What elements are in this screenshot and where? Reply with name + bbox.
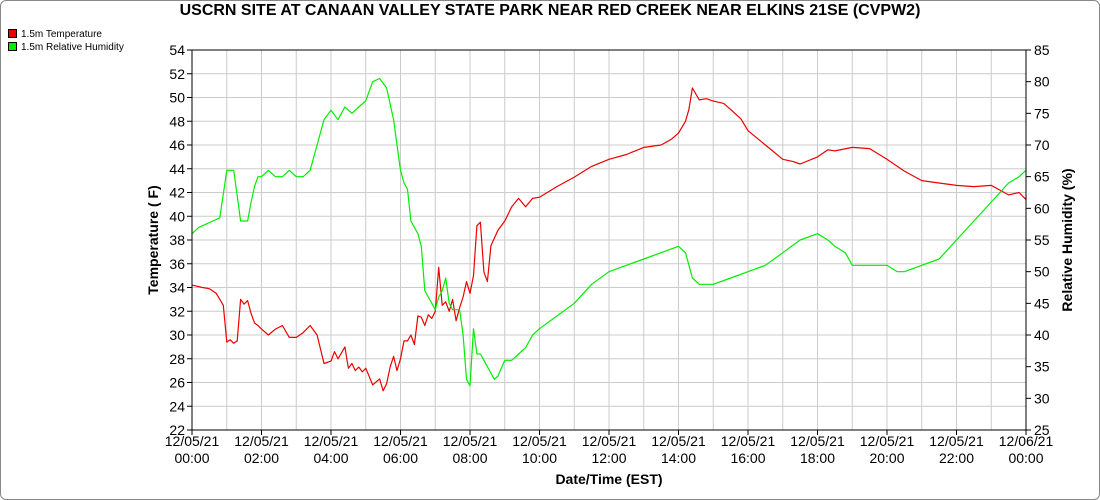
legend-swatch-humidity bbox=[8, 41, 17, 51]
x-tick-label-date: 12/05/21 bbox=[234, 433, 289, 449]
y-right-tick-label: 65 bbox=[1034, 169, 1050, 185]
y-left-tick-label: 36 bbox=[169, 256, 185, 272]
x-tick-label-date: 12/05/21 bbox=[860, 433, 915, 449]
y-right-tick-label: 45 bbox=[1034, 295, 1050, 311]
x-tick-label-date: 12/05/21 bbox=[651, 433, 706, 449]
y-right-tick-label: 35 bbox=[1034, 359, 1050, 375]
y-right-tick-label: 40 bbox=[1034, 327, 1050, 343]
x-axis-title: Date/Time (EST) bbox=[555, 471, 662, 487]
x-tick-label-time: 10:00 bbox=[522, 450, 557, 466]
y-left-tick-label: 26 bbox=[169, 375, 185, 391]
y-left-tick-label: 24 bbox=[169, 398, 185, 414]
y-right-tick-label: 70 bbox=[1034, 137, 1050, 153]
x-tick-label-time: 14:00 bbox=[661, 450, 696, 466]
x-tick-label-time: 06:00 bbox=[383, 450, 418, 466]
x-tick-label-date: 12/05/21 bbox=[443, 433, 498, 449]
x-tick-label-date: 12/05/21 bbox=[304, 433, 359, 449]
x-tick-label-time: 08:00 bbox=[452, 450, 487, 466]
x-tick-label-time: 12:00 bbox=[591, 450, 626, 466]
y-right-tick-label: 85 bbox=[1034, 42, 1050, 58]
y-left-tick-label: 50 bbox=[169, 90, 185, 106]
x-tick-label-date: 12/05/21 bbox=[512, 433, 567, 449]
y-left-tick-label: 54 bbox=[169, 42, 185, 58]
x-tick-label-date: 12/05/21 bbox=[790, 433, 845, 449]
y-left-tick-label: 22 bbox=[169, 422, 185, 438]
y-left-tick-label: 34 bbox=[169, 280, 185, 296]
legend-item-temperature: 1.5m Temperature bbox=[8, 28, 102, 41]
y-left-tick-label: 30 bbox=[169, 327, 185, 343]
x-tick-label-date: 12/05/21 bbox=[373, 433, 428, 449]
y-right-tick-label: 80 bbox=[1034, 74, 1050, 90]
y-left-tick-label: 44 bbox=[169, 161, 185, 177]
legend-swatch-temperature bbox=[8, 28, 17, 38]
x-tick-label-date: 12/05/21 bbox=[721, 433, 776, 449]
y-left-tick-label: 38 bbox=[169, 232, 185, 248]
y-right-tick-label: 50 bbox=[1034, 264, 1050, 280]
x-tick-label-time: 22:00 bbox=[939, 450, 974, 466]
legend-label-humidity: 1.5m Relative Humidity bbox=[21, 42, 124, 53]
humidity-series-line bbox=[191, 77, 1027, 387]
legend-label-temperature: 1.5m Temperature bbox=[21, 29, 102, 40]
x-tick-label-time: 02:00 bbox=[244, 450, 279, 466]
chart-title: USCRN SITE AT CANAAN VALLEY STATE PARK N… bbox=[179, 2, 921, 19]
series-lines bbox=[191, 77, 1027, 392]
y-right-tick-label: 30 bbox=[1034, 390, 1050, 406]
y-left-tick-label: 42 bbox=[169, 185, 185, 201]
x-tick-label-date: 12/06/21 bbox=[999, 433, 1054, 449]
right-axis: 25 30 35 40 45 50 55 60 65 70 75 80 85 bbox=[1026, 42, 1050, 438]
y-right-tick-label: 60 bbox=[1034, 200, 1050, 216]
legend-item-humidity: 1.5m Relative Humidity bbox=[8, 41, 124, 54]
x-tick-label-time: 00:00 bbox=[174, 450, 209, 466]
x-tick-label-time: 16:00 bbox=[730, 450, 765, 466]
y-axis-right-title: Relative Humidity (%) bbox=[1059, 168, 1075, 311]
y-right-tick-label: 25 bbox=[1034, 422, 1050, 438]
x-tick-label-time: 20:00 bbox=[869, 450, 904, 466]
x-tick-label-time: 04:00 bbox=[313, 450, 348, 466]
y-right-tick-label: 55 bbox=[1034, 232, 1050, 248]
left-axis: 22 24 26 28 30 32 34 36 38 40 42 44 46 48 50 52 54 bbox=[169, 42, 192, 438]
y-left-tick-label: 40 bbox=[169, 208, 185, 224]
x-axis: 12/05/2100:0012/05/2102:0012/05/2104:001… bbox=[165, 430, 1054, 466]
x-tick-label-date: 12/05/21 bbox=[165, 433, 220, 449]
y-axis-left-title: Temperature ( F) bbox=[145, 185, 161, 294]
x-tick-label-time: 18:00 bbox=[800, 450, 835, 466]
y-right-tick-label: 75 bbox=[1034, 105, 1050, 121]
x-tick-label-time: 00:00 bbox=[1008, 450, 1043, 466]
grid-lines bbox=[191, 49, 1027, 431]
y-left-tick-label: 52 bbox=[169, 66, 185, 82]
y-left-tick-label: 32 bbox=[169, 303, 185, 319]
y-left-tick-label: 28 bbox=[169, 351, 185, 367]
y-left-tick-label: 46 bbox=[169, 137, 185, 153]
x-tick-label-date: 12/05/21 bbox=[929, 433, 984, 449]
x-tick-label-date: 12/05/21 bbox=[582, 433, 637, 449]
y-left-tick-label: 48 bbox=[169, 113, 185, 129]
